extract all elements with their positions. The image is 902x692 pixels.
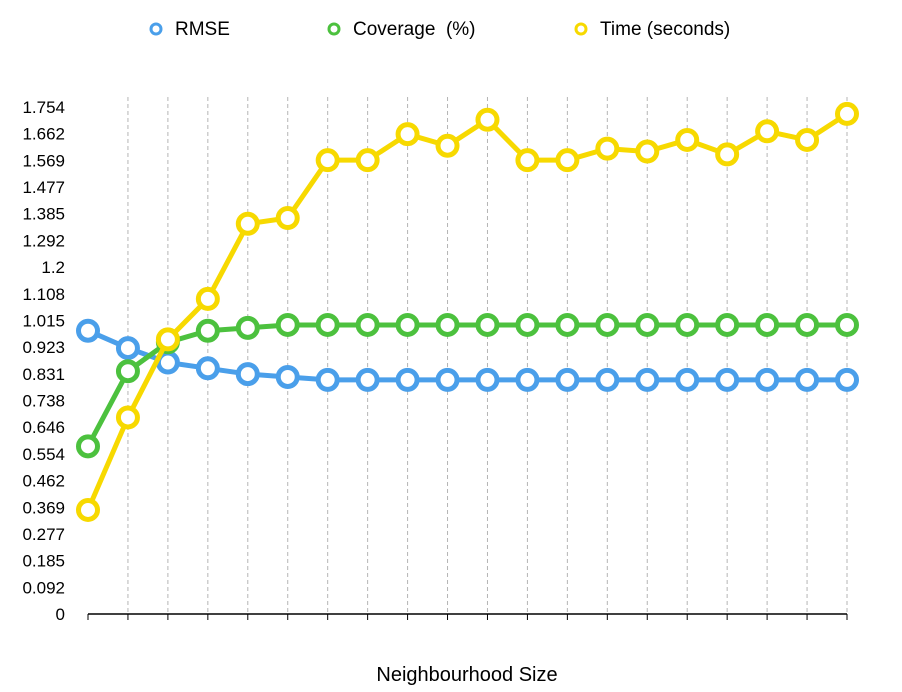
data-point bbox=[355, 148, 380, 173]
data-point bbox=[795, 367, 820, 392]
data-point bbox=[555, 367, 580, 392]
data-point bbox=[235, 211, 260, 236]
data-point bbox=[395, 367, 420, 392]
data-point bbox=[555, 148, 580, 173]
y-tick-label: 0.738 bbox=[22, 392, 65, 411]
data-point bbox=[635, 367, 660, 392]
data-point bbox=[515, 312, 540, 337]
data-point bbox=[76, 497, 100, 522]
data-point bbox=[315, 367, 340, 392]
data-point bbox=[115, 405, 140, 430]
data-point bbox=[315, 148, 340, 173]
data-point bbox=[475, 107, 500, 132]
x-axis-label: Neighbourhood Size bbox=[376, 664, 557, 686]
data-point bbox=[475, 312, 500, 337]
legend: RMSE Coverage (%) Time (seconds) bbox=[149, 19, 730, 40]
data-point bbox=[475, 367, 500, 392]
data-point bbox=[795, 312, 820, 337]
data-point bbox=[595, 136, 620, 161]
data-point bbox=[395, 122, 420, 147]
legend-label: RMSE bbox=[175, 19, 230, 40]
data-point bbox=[755, 312, 780, 337]
data-point bbox=[155, 327, 180, 352]
y-tick-label: 0.554 bbox=[22, 445, 65, 464]
y-tick-label: 0.646 bbox=[22, 418, 65, 437]
y-tick-label: 0.369 bbox=[22, 498, 65, 517]
data-point bbox=[715, 367, 740, 392]
data-point bbox=[76, 318, 100, 343]
series-2 bbox=[76, 101, 859, 522]
data-point bbox=[675, 127, 700, 152]
y-tick-label: 1.015 bbox=[22, 311, 65, 330]
data-point bbox=[395, 312, 420, 337]
y-tick-label: 1.385 bbox=[22, 205, 65, 224]
legend-item: Time (seconds) bbox=[574, 19, 730, 40]
data-point bbox=[435, 133, 460, 158]
data-point bbox=[595, 312, 620, 337]
y-tick-label: 1.569 bbox=[22, 151, 65, 170]
data-point bbox=[835, 367, 859, 392]
data-point bbox=[235, 362, 260, 387]
y-tick-label: 0.923 bbox=[22, 338, 65, 357]
data-point bbox=[755, 119, 780, 144]
y-tick-label: 0.092 bbox=[22, 578, 65, 597]
data-point bbox=[275, 364, 300, 389]
data-point bbox=[755, 367, 780, 392]
data-point bbox=[235, 315, 260, 340]
data-point bbox=[515, 367, 540, 392]
y-tick-label: 0.277 bbox=[22, 525, 65, 544]
y-tick-label: 1.477 bbox=[22, 178, 65, 197]
legend-item: RMSE bbox=[149, 19, 230, 40]
y-tick-label: 1.754 bbox=[22, 98, 65, 117]
data-point bbox=[835, 101, 859, 126]
data-point bbox=[355, 367, 380, 392]
x-axis bbox=[87, 613, 848, 620]
data-point bbox=[835, 312, 859, 337]
data-point bbox=[715, 312, 740, 337]
data-point bbox=[315, 312, 340, 337]
data-point bbox=[275, 312, 300, 337]
data-point bbox=[115, 359, 140, 384]
y-tick-label: 0 bbox=[56, 605, 65, 624]
y-tick-label: 1.2 bbox=[41, 258, 65, 277]
legend-label: Time (seconds) bbox=[600, 19, 730, 40]
y-tick-label: 1.662 bbox=[22, 125, 65, 144]
series-0 bbox=[76, 318, 859, 392]
legend-item: Coverage (%) bbox=[327, 19, 476, 40]
data-point bbox=[675, 367, 700, 392]
data-point bbox=[275, 205, 300, 230]
legend-marker bbox=[574, 22, 588, 36]
legend-marker bbox=[149, 22, 163, 36]
data-point bbox=[435, 367, 460, 392]
y-axis: 0 0.092 0.185 0.277 0.369 0.462 0.554 0.646 0.73… bbox=[22, 98, 65, 624]
data-point bbox=[595, 367, 620, 392]
data-point bbox=[195, 286, 220, 311]
data-point bbox=[76, 434, 100, 459]
data-point bbox=[435, 312, 460, 337]
data-point bbox=[635, 312, 660, 337]
data-point bbox=[515, 148, 540, 173]
data-point bbox=[715, 142, 740, 167]
series-1 bbox=[76, 312, 859, 459]
data-point bbox=[555, 312, 580, 337]
y-tick-label: 0.831 bbox=[22, 365, 65, 384]
data-point bbox=[115, 336, 140, 361]
data-point bbox=[795, 127, 820, 152]
data-point bbox=[195, 356, 220, 381]
legend-marker bbox=[327, 22, 341, 36]
data-point bbox=[675, 312, 700, 337]
y-tick-label: 0.185 bbox=[22, 552, 65, 571]
data-point bbox=[355, 312, 380, 337]
legend-label: Coverage (%) bbox=[353, 19, 476, 40]
y-tick-label: 0.462 bbox=[22, 472, 65, 491]
series-layer bbox=[76, 101, 859, 522]
y-tick-label: 1.292 bbox=[22, 231, 65, 250]
series-line bbox=[85, 111, 850, 513]
data-point bbox=[195, 318, 220, 343]
y-tick-label: 1.108 bbox=[22, 285, 65, 304]
data-point bbox=[635, 139, 660, 164]
grid-lines bbox=[127, 97, 848, 614]
